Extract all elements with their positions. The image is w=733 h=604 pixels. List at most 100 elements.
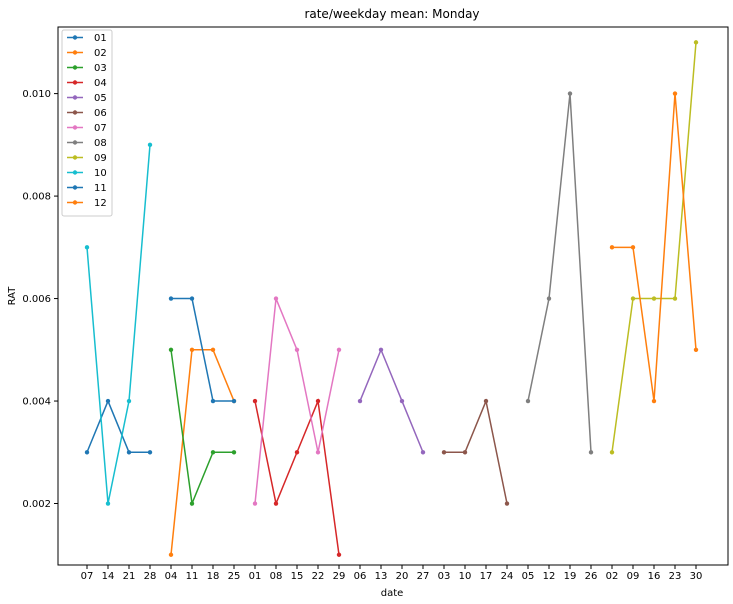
- y-tick-label: 0.002: [22, 499, 51, 510]
- legend-marker: [72, 155, 78, 160]
- legend-marker: [72, 140, 78, 145]
- legend-item-08: 08: [67, 138, 107, 149]
- data-point: [189, 501, 195, 506]
- x-tick-label: 16: [648, 571, 661, 582]
- legend-marker: [72, 110, 78, 115]
- legend-item-06: 06: [67, 108, 107, 119]
- legend-label: 01: [94, 33, 107, 44]
- data-point: [378, 347, 384, 352]
- x-tick-label: 10: [459, 571, 472, 582]
- x-tick-label: 12: [543, 571, 556, 582]
- data-point: [483, 398, 489, 404]
- data-point: [84, 245, 90, 250]
- data-point: [693, 40, 699, 45]
- legend-label: 02: [94, 48, 107, 59]
- x-tick-label: 04: [165, 571, 178, 582]
- legend-label: 04: [94, 78, 107, 89]
- data-point: [693, 347, 699, 352]
- x-tick-label: 25: [228, 571, 241, 582]
- data-point: [273, 501, 279, 506]
- data-point: [168, 552, 174, 557]
- x-tick-label: 08: [270, 571, 283, 582]
- data-point: [210, 398, 216, 404]
- data-point: [462, 450, 468, 455]
- data-point: [567, 91, 573, 96]
- legend-marker: [72, 35, 78, 40]
- data-point: [525, 398, 531, 404]
- data-point: [315, 398, 321, 404]
- y-axis: 0.002 0.004 0.006 0.008 0.010: [22, 89, 58, 510]
- data-point: [336, 347, 342, 352]
- data-point: [420, 450, 426, 455]
- legend-item-11: 11: [67, 183, 107, 194]
- series-line-01: [86, 399, 150, 454]
- legend-marker: [72, 80, 78, 85]
- data-point: [357, 398, 363, 404]
- legend-marker: [72, 200, 78, 205]
- legend-label: 12: [94, 198, 107, 209]
- legend-item-09: 09: [67, 153, 107, 164]
- data-point: [294, 347, 300, 352]
- data-point: [231, 398, 237, 404]
- x-tick-label: 14: [102, 571, 115, 582]
- data-point: [147, 142, 153, 148]
- data-point: [273, 296, 279, 301]
- x-tick-label: 13: [375, 571, 388, 582]
- series-line-05: [359, 347, 424, 453]
- legend-item-10: 10: [67, 168, 107, 179]
- legend-label: 05: [94, 93, 107, 104]
- data-point: [105, 398, 111, 404]
- legend-marker: [72, 95, 78, 100]
- x-tick-label: 17: [480, 571, 493, 582]
- y-tick-label: 0.010: [22, 89, 51, 100]
- series-06: [441, 398, 510, 506]
- data-point: [168, 296, 174, 301]
- x-axis: 07 14 21 28 04 11 18 25 01 08 15 22 29 06 13 20 27 03 10 17…: [81, 565, 703, 582]
- legend-marker: [72, 170, 78, 175]
- data-point: [609, 245, 615, 250]
- x-tick-label: 30: [690, 571, 703, 582]
- x-tick-label: 05: [522, 571, 535, 582]
- series-line-11: [171, 297, 234, 402]
- data-point: [651, 296, 657, 301]
- data-point: [126, 450, 132, 455]
- x-tick-label: 09: [627, 571, 640, 582]
- plot-frame: [57, 26, 729, 566]
- x-tick-label: 03: [438, 571, 451, 582]
- legend-label: 09: [94, 153, 107, 164]
- data-point: [126, 398, 132, 404]
- legend-item-07: 07: [67, 123, 107, 134]
- legend-label: 03: [94, 63, 107, 74]
- series-12: [609, 91, 699, 404]
- x-tick-label: 01: [249, 571, 262, 582]
- data-point: [168, 347, 174, 352]
- series-09: [609, 40, 699, 455]
- legend-item-12: 12: [67, 198, 107, 209]
- series-layer: [84, 40, 699, 557]
- x-tick-label: 22: [312, 571, 325, 582]
- x-tick-label: 28: [144, 571, 157, 582]
- x-tick-label: 29: [333, 571, 346, 582]
- legend-item-04: 04: [67, 78, 107, 89]
- series-line-10: [86, 144, 151, 504]
- series-08: [525, 91, 594, 455]
- y-tick-label: 0.008: [22, 192, 51, 203]
- data-point: [609, 450, 615, 455]
- data-point: [294, 450, 300, 455]
- data-point: [315, 450, 321, 455]
- x-tick-label: 20: [396, 571, 409, 582]
- series-line-07: [254, 298, 340, 504]
- legend-item-02: 02: [67, 48, 107, 59]
- x-tick-label: 26: [585, 571, 598, 582]
- data-point: [189, 347, 195, 352]
- data-point: [210, 347, 216, 352]
- legend-label: 10: [94, 168, 107, 179]
- data-point: [252, 398, 258, 404]
- data-point: [546, 296, 552, 301]
- x-axis-label: date: [381, 588, 404, 599]
- plot-area: [57, 26, 729, 566]
- series-11: [168, 296, 237, 404]
- x-tick-label: 11: [186, 571, 199, 582]
- y-axis-label: RAT: [7, 286, 18, 306]
